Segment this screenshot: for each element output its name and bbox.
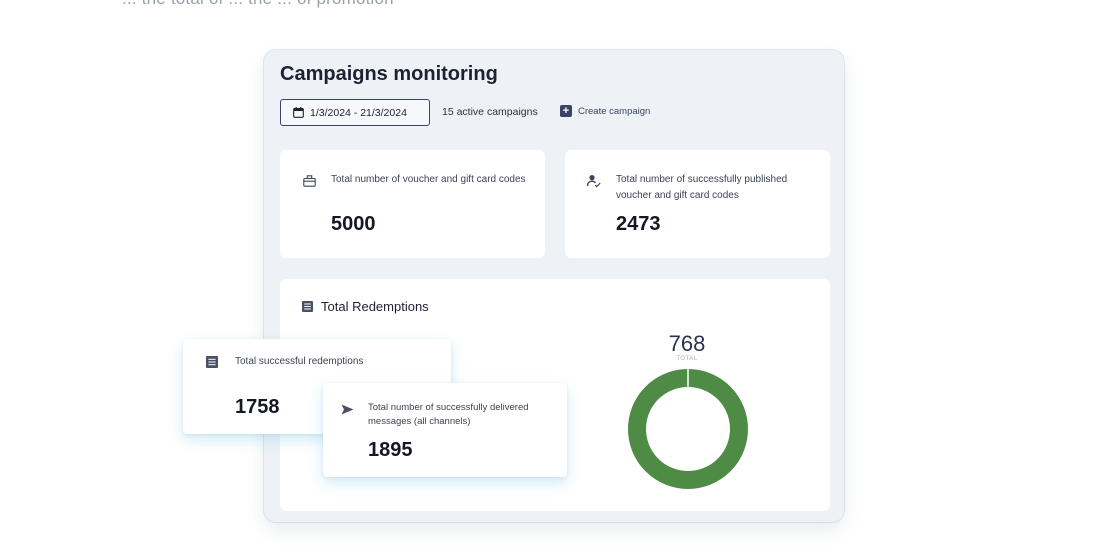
published-codes-card: Total number of successfully published v…	[565, 150, 830, 258]
donut-total-value: 768	[668, 331, 706, 356]
donut-total-label: TOTAL	[676, 356, 698, 362]
page-text-fragment: ... the total of ... the ... of promotio…	[122, 0, 394, 9]
user-check-icon	[587, 175, 601, 188]
donut-ring	[628, 369, 748, 489]
date-range-label: 1/3/2024 - 21/3/2024	[310, 106, 407, 119]
delivered-messages-value: 1895	[368, 439, 413, 461]
gift-icon	[303, 175, 316, 187]
total-codes-card: Total number of voucher and gift card co…	[280, 150, 545, 258]
delivered-messages-card: Total number of successfully delivered m…	[323, 383, 567, 477]
published-codes-value: 2473	[616, 213, 661, 235]
page-title: Campaigns monitoring	[280, 63, 498, 85]
total-redemptions-heading: Total Redemptions	[302, 299, 429, 314]
date-range-button[interactable]: 1/3/2024 - 21/3/2024	[280, 99, 430, 126]
list-icon	[206, 356, 218, 368]
successful-redemptions-label: Total successful redemptions	[235, 356, 364, 367]
delivered-messages-label: Total number of successfully delivered m…	[368, 402, 529, 427]
successful-redemptions-value: 1758	[235, 396, 280, 418]
active-campaigns-count: 15 active campaigns	[442, 106, 538, 118]
calendar-icon	[293, 107, 304, 118]
total-redemptions-title: Total Redemptions	[321, 299, 429, 314]
send-icon	[341, 404, 354, 415]
list-icon	[302, 301, 313, 312]
create-campaign-label: Create campaign	[578, 105, 651, 117]
total-codes-value: 5000	[331, 213, 376, 235]
redemptions-donut-chart	[628, 368, 748, 489]
total-codes-label: Total number of voucher and gift card co…	[331, 174, 526, 185]
plus-icon: +	[560, 105, 572, 117]
create-campaign-button[interactable]: + Create campaign	[560, 105, 650, 117]
published-codes-label: Total number of successfully published v…	[616, 174, 788, 201]
